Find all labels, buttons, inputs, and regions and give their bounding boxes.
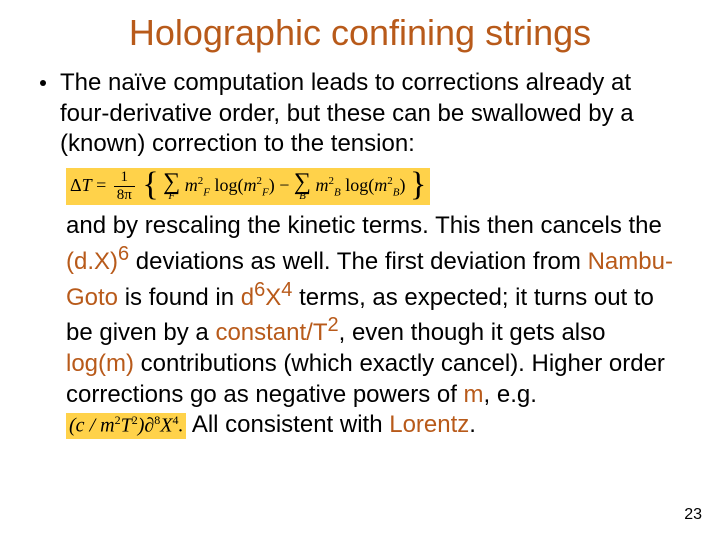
p2g: , e.g. <box>484 381 537 408</box>
minus: − <box>279 175 294 195</box>
log-open-2: log( <box>345 175 374 195</box>
hl-d6x4: d6X4 <box>241 284 293 311</box>
eq-frac-num: 1 <box>114 170 135 187</box>
continuation-paragraph: and by rescaling the kinetic terms. This… <box>66 211 680 441</box>
hl-m: m <box>464 381 484 408</box>
page-number: 23 <box>684 506 702 524</box>
sigma-icon: ∑ <box>163 169 180 195</box>
p2i: . <box>469 411 476 438</box>
hl-lorentz: Lorentz <box>389 411 469 438</box>
term-mb2: m2B <box>316 175 341 195</box>
bullet-item: The naïve computation leads to correctio… <box>40 68 680 160</box>
slide: Holographic confining strings The naïve … <box>0 0 720 540</box>
hl-constant-t2: constant/T2 <box>215 319 338 346</box>
close-paren-2: ) <box>399 175 405 195</box>
term-mf2b: m2F <box>244 175 269 195</box>
left-brace-icon: { <box>142 166 158 203</box>
right-brace-icon: } <box>410 166 426 203</box>
bullet-dot-icon <box>40 80 46 86</box>
p2h: All consistent with <box>186 411 389 438</box>
sum-fermion: ∑ F <box>163 171 180 202</box>
p2a: and by rescaling the kinetic terms. This… <box>66 212 662 239</box>
eq-equals: = <box>96 175 106 195</box>
slide-title: Holographic confining strings <box>40 12 680 54</box>
p2b: deviations as well. The first deviation … <box>129 248 587 275</box>
p2c: is found in <box>118 284 241 311</box>
intro-paragraph: The naïve computation leads to correctio… <box>60 68 680 160</box>
sum-boson: ∑ B <box>294 171 311 202</box>
eq-fraction: 1 8π <box>114 170 135 203</box>
term-mf2: m2F <box>185 175 210 195</box>
log-open: log( <box>215 175 244 195</box>
formula-higher-order: (c / m2T2)∂8X4. <box>66 413 186 439</box>
eq-lhs: ΔT <box>70 175 92 195</box>
formula-tension-correction: ΔT = 1 8π { ∑ F m2F log(m2F) − ∑ B <box>66 168 680 205</box>
term-mb2b: m2B <box>374 175 399 195</box>
close-paren-1: ) <box>269 175 275 195</box>
eq-frac-den: 8π <box>114 187 135 203</box>
p2e: , even though it gets also <box>339 319 606 346</box>
hl-dx6: (d.X)6 <box>66 248 129 275</box>
equation: ΔT = 1 8π { ∑ F m2F log(m2F) − ∑ B <box>70 175 426 195</box>
sigma-icon-2: ∑ <box>294 169 311 195</box>
hl-logm: log(m) <box>66 350 134 377</box>
formula-box: ΔT = 1 8π { ∑ F m2F log(m2F) − ∑ B <box>66 168 430 205</box>
p2f: contributions (which exactly cancel). Hi… <box>66 350 665 408</box>
